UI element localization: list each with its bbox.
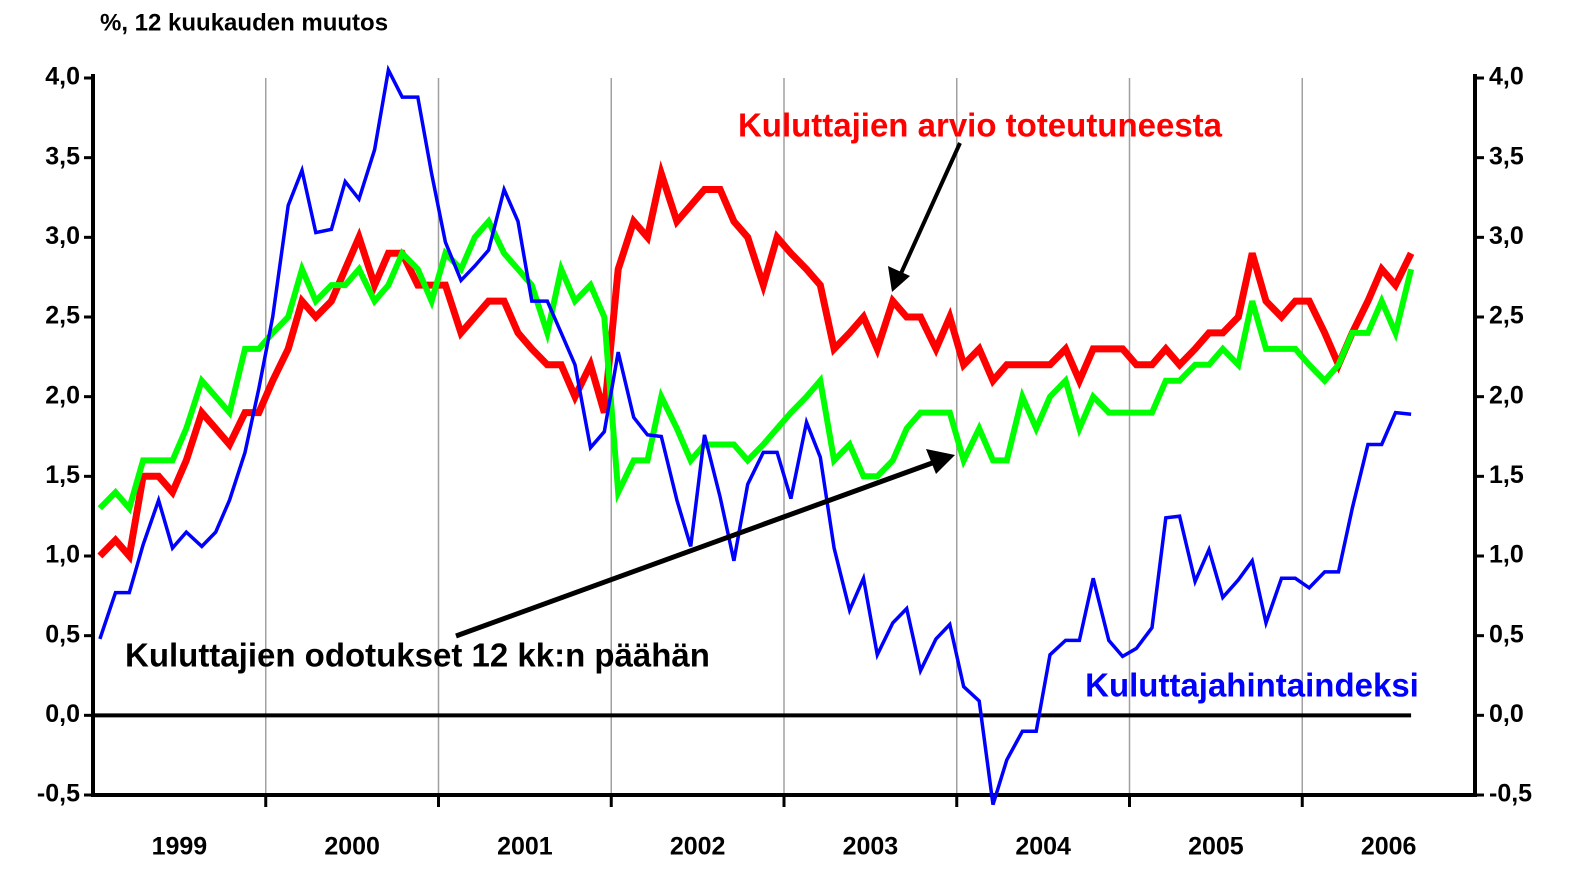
series-label: Kuluttajien odotukset 12 kk:n päähän (125, 637, 710, 674)
y2-tick-label: 0,5 (1489, 620, 1524, 648)
x-tick-label: 1999 (152, 833, 208, 861)
y2-tick-label: -0,5 (1489, 780, 1532, 808)
series-label: Kuluttajien arvio toteutuneesta (738, 107, 1223, 144)
x-tick-label: 2002 (670, 833, 726, 861)
y2-tick-label: 0,0 (1489, 700, 1524, 728)
x-tick-label: 2004 (1015, 833, 1071, 861)
y-tick-label: 1,0 (45, 541, 80, 569)
series-label: Kuluttajahintaindeksi (1085, 667, 1419, 704)
y-tick-label: 2,5 (45, 302, 80, 330)
y-tick-label: 3,0 (45, 222, 80, 250)
y-tick-label: 2,0 (45, 381, 80, 409)
y-tick-label: -0,5 (37, 780, 80, 808)
y2-tick-label: 4,0 (1489, 63, 1524, 91)
y2-tick-label: 1,5 (1489, 461, 1524, 489)
chart-title: %, 12 kuukauden muutos (100, 9, 388, 36)
annotation-arrow (455, 142, 962, 639)
y-tick-label: 0,5 (45, 620, 80, 648)
y2-tick-label: 3,0 (1489, 222, 1524, 250)
series-line (97, 216, 1415, 515)
series-line (97, 160, 1415, 564)
x-tick-label: 2006 (1361, 833, 1417, 861)
series-line (98, 64, 1412, 806)
x-tick-label: 2000 (324, 833, 380, 861)
y2-tick-label: 2,0 (1489, 381, 1524, 409)
y2-tick-label: 3,5 (1489, 142, 1524, 170)
y2-tick-label: 1,0 (1489, 541, 1524, 569)
x-tick-label: 2005 (1188, 833, 1244, 861)
x-tick-label: 2003 (843, 833, 899, 861)
y-tick-label: 1,5 (45, 461, 80, 489)
y2-tick-label: 2,5 (1489, 302, 1524, 330)
y-tick-label: 0,0 (45, 700, 80, 728)
x-tick-label: 2001 (497, 833, 553, 861)
y-tick-label: 4,0 (45, 63, 80, 91)
y-tick-label: 3,5 (45, 142, 80, 170)
